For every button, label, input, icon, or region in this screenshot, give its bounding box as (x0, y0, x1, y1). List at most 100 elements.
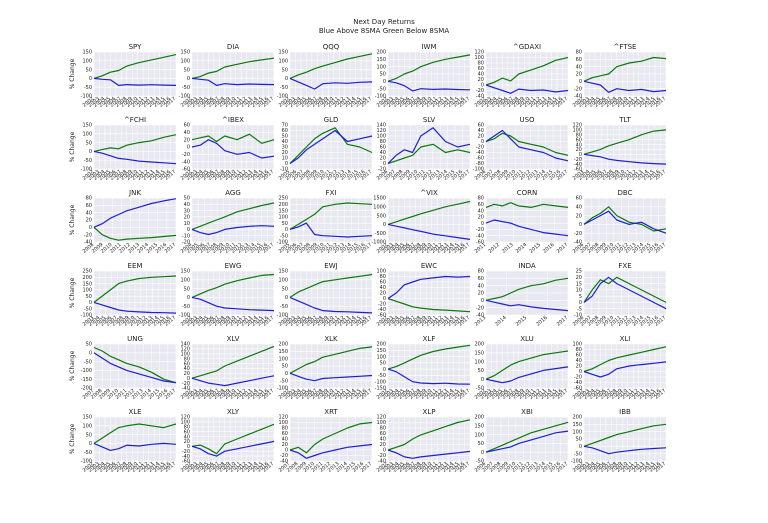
series-line-blue (289, 296, 373, 314)
subplot-title: EWC (421, 262, 437, 270)
y-tick-label: 100 (180, 351, 190, 357)
plot-area (94, 417, 176, 461)
y-tick-label: 60 (576, 353, 582, 359)
y-tick-label: 40 (380, 285, 386, 291)
subplot-title: XLU (520, 335, 533, 343)
y-tick-label: 200 (82, 275, 92, 281)
y-tick-label: 100 (180, 278, 190, 284)
subplot-title: CORN (517, 189, 538, 197)
series-line-green (387, 54, 471, 82)
y-tick-label: 0 (383, 448, 386, 454)
y-tick-label: 50 (86, 140, 92, 146)
y-tick-label: -100 (571, 459, 582, 465)
y-tick-label: 0 (89, 76, 92, 82)
y-tick-label: 0 (481, 450, 484, 456)
plot-area (290, 271, 372, 315)
y-tick-label: 80 (478, 61, 484, 67)
y-tick-label: 70 (282, 123, 288, 129)
y-tick-label: -50 (280, 304, 288, 310)
series-line-blue (387, 368, 471, 385)
y-tick-label: 250 (278, 196, 288, 202)
x-tick-label: 2014 (515, 242, 529, 255)
subplot-ung: -200-150-100-500502007200820092010201120… (69, 335, 177, 401)
y-tick-label: 50 (380, 361, 386, 367)
y-tick-label: 150 (572, 422, 582, 428)
subplot-title: AGG (225, 189, 241, 197)
y-tick-label: -40 (574, 94, 582, 100)
series-line-blue (485, 84, 569, 94)
series-line-blue (191, 296, 275, 312)
subplot-spy: -100-50050100150200220032004200520062007… (69, 43, 177, 109)
series-line-blue (289, 77, 373, 90)
series-line-green (289, 53, 373, 79)
subplot-title: DIA (227, 43, 239, 51)
y-tick-label: 0 (579, 444, 582, 450)
y-tick-label: -60 (574, 167, 582, 173)
y-tick-label: 150 (180, 50, 190, 56)
y-tick-label: 20 (184, 439, 190, 445)
x-tick-label: 2016 (535, 315, 549, 328)
y-tick-label: -100 (81, 459, 92, 465)
subplot-agg: -20-100102030405020042005200620072008200… (180, 189, 276, 255)
y-tick-label: 80 (184, 356, 190, 362)
series-line-blue (191, 225, 275, 236)
y-tick-label: -200 (81, 386, 92, 392)
y-tick-label: -20 (84, 232, 92, 238)
y-tick-label: 0 (579, 222, 582, 228)
x-tick-label: 2015 (515, 315, 529, 328)
series-line-green (583, 56, 667, 82)
y-tick-label: 0 (383, 79, 386, 85)
y-tick-label: 20 (380, 442, 386, 448)
subplot-title: ^VIX (420, 189, 438, 197)
series-line-blue (583, 276, 667, 310)
subplot-ibex: -60-40-200204060200220032004200520062007… (180, 116, 276, 182)
series-line-blue (93, 77, 177, 87)
y-tick-label: 60 (380, 431, 386, 437)
y-tick-label: 100 (82, 59, 92, 65)
series-line-green (289, 202, 373, 230)
y-tick-label: 20 (576, 213, 582, 219)
y-tick-label: 500 (376, 213, 386, 219)
y-tick-label: 80 (380, 426, 386, 432)
y-tick-label: -20 (476, 305, 484, 311)
y-tick-label: 100 (474, 55, 484, 61)
y-tick-label: 200 (376, 342, 386, 348)
subplot-uso: -100-80-60-40-20020406020062007200820092… (473, 116, 570, 182)
y-tick-label: -20 (378, 167, 386, 173)
y-tick-label: 0 (89, 225, 92, 231)
series-line-blue (387, 80, 471, 92)
y-tick-label: 20 (576, 275, 582, 281)
y-tick-label: -50 (476, 459, 484, 465)
y-tick-label: 25 (576, 269, 582, 275)
subplot-title: QQQ (323, 43, 340, 51)
y-tick-label: 0 (285, 371, 288, 377)
y-tick-label: 0 (481, 377, 484, 383)
subplot-jnk: -40-200204060802008200920102011201220132… (69, 189, 177, 255)
y-tick-label: -100 (81, 167, 92, 173)
y-tick-label: 10 (576, 288, 582, 294)
y-tick-label: 80 (478, 269, 484, 275)
series-line-blue (387, 223, 471, 240)
y-tick-label: 100 (278, 356, 288, 362)
y-tick-label: 50 (86, 67, 92, 73)
subplot-title: EWG (225, 262, 242, 270)
y-tick-label: -60 (476, 240, 484, 246)
y-tick-label: -40 (280, 459, 288, 465)
subplot-title: FXE (618, 262, 631, 270)
series-line-blue (583, 153, 667, 165)
y-tick-label: 60 (282, 128, 288, 134)
y-tick-label: 50 (282, 134, 288, 140)
subplot-xbi: -500501001502002006200720082009201020112… (474, 408, 570, 474)
y-tick-label: -100 (277, 386, 288, 392)
y-tick-label: -10 (280, 167, 288, 173)
y-tick-label: 100 (572, 429, 582, 435)
subplot-xlu: -500501001502002002200320042005200620072… (474, 335, 570, 401)
y-tick-label: 0 (579, 300, 582, 306)
y-tick-label: -20 (378, 302, 386, 308)
subplot-vix: -1000-5000500100015002002200320042005200… (371, 189, 471, 255)
y-tick-label: 20 (184, 371, 190, 377)
y-tick-label: 20 (478, 134, 484, 140)
plot-area (94, 125, 176, 169)
series-line-green (583, 276, 667, 303)
subplot-title: XLF (423, 335, 436, 343)
